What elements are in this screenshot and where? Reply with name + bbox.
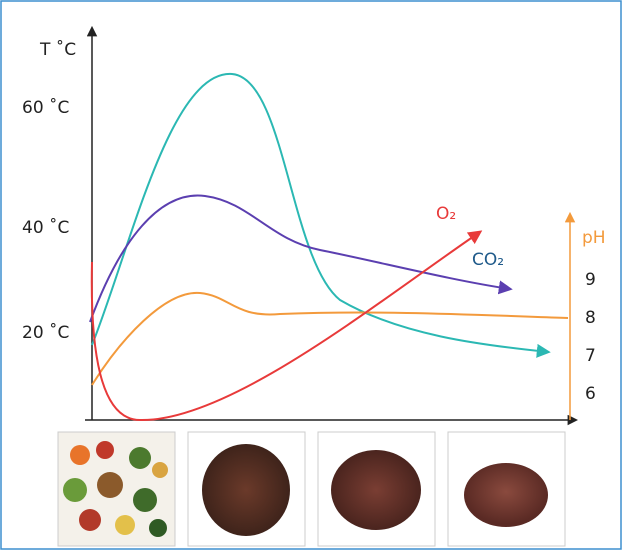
finished-compost-pile xyxy=(464,463,548,527)
ph-tick: 7 xyxy=(585,346,596,366)
ph-tick: 6 xyxy=(585,384,596,404)
temperature-tick: 20 ˚C xyxy=(22,322,69,343)
temperature-tick: 60 ˚C xyxy=(22,97,69,118)
compost-diagram: T ˚C 60 ˚C 40 ˚C 20 ˚C pH 9 8 7 6 O₂ CO₂ xyxy=(0,0,622,550)
ph-axis-label: pH xyxy=(582,228,606,248)
co2-label: CO₂ xyxy=(472,250,504,270)
o2-label: O₂ xyxy=(436,204,456,224)
temperature-tick: 40 ˚C xyxy=(22,217,69,238)
ph-tick: 9 xyxy=(585,270,596,290)
mature-compost-pile xyxy=(331,450,421,530)
ph-tick: 8 xyxy=(585,308,596,328)
early-compost-pile xyxy=(202,444,290,536)
temperature-axis-label: T ˚C xyxy=(39,39,76,60)
